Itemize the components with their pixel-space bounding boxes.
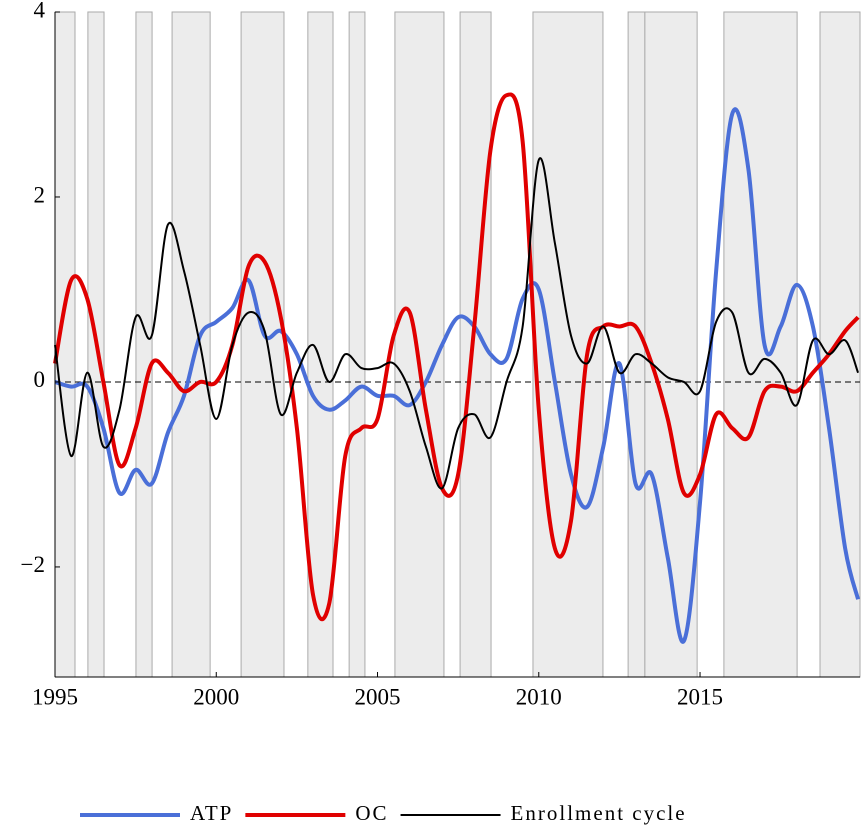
legend-label: ATP xyxy=(190,801,233,825)
x-tick-label: 2005 xyxy=(355,684,401,709)
shaded-period xyxy=(627,11,646,678)
y-tick-label: 2 xyxy=(34,182,46,207)
series-line xyxy=(53,92,860,621)
shaded-period xyxy=(135,11,153,678)
x-tick-label: 2015 xyxy=(677,684,723,709)
x-tick-label: 2000 xyxy=(193,684,239,709)
shaded-period xyxy=(723,11,798,678)
series-line xyxy=(54,157,860,490)
shaded-period xyxy=(348,11,366,678)
shaded-period xyxy=(240,11,285,678)
legend-label: OC xyxy=(355,801,388,825)
shaded-period xyxy=(819,11,861,678)
series-line xyxy=(54,107,861,644)
y-tick-label: 0 xyxy=(34,367,46,392)
shaded-period xyxy=(394,11,445,678)
y-tick-label: −2 xyxy=(21,552,45,577)
x-tick-label: 1995 xyxy=(32,684,78,709)
y-tick-label: 4 xyxy=(34,0,46,22)
x-tick-label: 2010 xyxy=(516,684,562,709)
legend-label: Enrollment cycle xyxy=(511,801,687,825)
shaded-period xyxy=(171,11,211,678)
shaded-period xyxy=(532,11,604,678)
